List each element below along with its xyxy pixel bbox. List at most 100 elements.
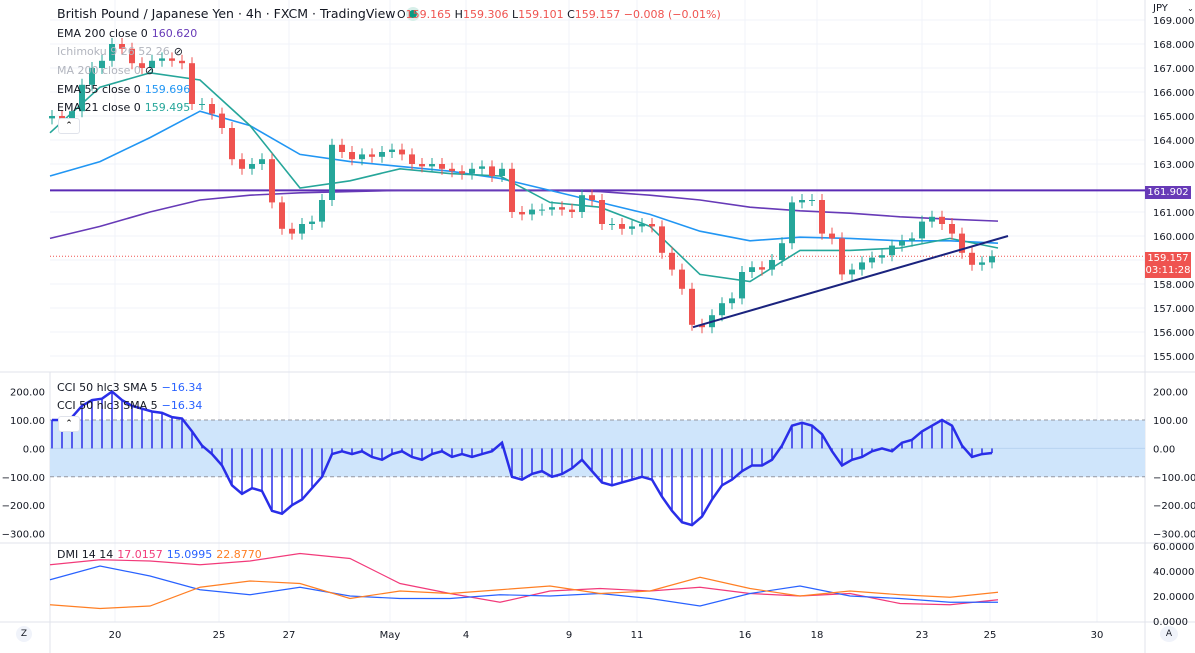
cci-line xyxy=(52,390,993,527)
candle-body xyxy=(339,144,345,152)
candle-body xyxy=(669,252,675,270)
time-tick: 27 xyxy=(283,630,296,641)
time-tick: 25 xyxy=(984,630,997,641)
cci-tick: −200.00 xyxy=(1153,501,1195,512)
candle-body xyxy=(569,209,575,212)
collapse-cci-legend-button[interactable]: ⌃ xyxy=(58,416,80,432)
candle-body xyxy=(789,202,795,244)
candle-body xyxy=(309,221,315,224)
candles xyxy=(49,38,995,334)
chart-title: British Pound / Japanese Yen · 4h · FXCM… xyxy=(57,6,418,21)
candle-body xyxy=(659,226,665,253)
legend-cci-2[interactable]: CCI 50 hlc3 SMA 5 −16.34 xyxy=(57,399,203,412)
candle-body xyxy=(319,200,325,222)
candle-body xyxy=(329,144,335,200)
candle-body xyxy=(809,200,815,201)
cci-tick: −300.00 xyxy=(1153,530,1195,541)
candle-body xyxy=(99,60,105,68)
legend-ma200[interactable]: MA 200 close 0 ⊘ xyxy=(57,64,155,77)
dmi-tick: 60.0000 xyxy=(1153,542,1194,553)
candle-body xyxy=(929,216,935,222)
zoom-button[interactable]: Z xyxy=(16,626,32,642)
candle-body xyxy=(749,267,755,272)
dmi-tick: 20.0000 xyxy=(1153,592,1194,603)
legend-ema200[interactable]: EMA 200 close 0 160.620 xyxy=(57,27,198,40)
candle-body xyxy=(399,149,405,155)
candle-body xyxy=(499,168,505,176)
candle-body xyxy=(189,63,195,104)
candle-body xyxy=(119,44,125,49)
candle-body xyxy=(289,228,295,234)
price-tick: 168.000 xyxy=(1153,40,1194,51)
candle-body xyxy=(539,209,545,211)
hidden-eye-icon[interactable]: ⊘ xyxy=(144,64,155,77)
time-tick: 16 xyxy=(739,630,752,641)
price-tick: 165.000 xyxy=(1153,112,1194,123)
legend-cci-1[interactable]: CCI 50 hlc3 SMA 5 −16.34 xyxy=(57,381,203,394)
candle-body xyxy=(599,200,605,224)
candle-body xyxy=(739,272,745,299)
cci-histogram xyxy=(51,391,993,526)
candle-body xyxy=(959,233,965,253)
cci-tick: 100.00 xyxy=(1153,416,1188,427)
cci-tick-left: 200.00 xyxy=(10,388,45,399)
candle-body xyxy=(249,164,255,169)
candle-body xyxy=(199,104,205,105)
candle-body xyxy=(549,207,555,210)
trendline xyxy=(692,235,1009,329)
legend-ema55[interactable]: EMA 55 close 0 159.696 xyxy=(57,83,191,96)
cci-tick-left: −100.00 xyxy=(2,473,45,484)
price-tick: 158.000 xyxy=(1153,280,1194,291)
candle-body xyxy=(829,233,835,239)
candle-body xyxy=(509,168,515,212)
symbol-title[interactable]: British Pound / Japanese Yen · 4h · FXCM… xyxy=(57,6,396,21)
auto-scale-button[interactable]: A xyxy=(1160,626,1178,642)
time-tick: 9 xyxy=(566,630,572,641)
candle-body xyxy=(479,166,485,169)
candle-body xyxy=(529,209,535,215)
candle-body xyxy=(689,288,695,325)
candle-body xyxy=(859,262,865,270)
candle-body xyxy=(269,159,275,203)
price-tick: 167.000 xyxy=(1153,64,1194,75)
price-tick: 160.000 xyxy=(1153,232,1194,243)
hidden-eye-icon[interactable]: ⊘ xyxy=(173,45,183,58)
candle-body xyxy=(439,164,445,169)
price-tick: 169.000 xyxy=(1153,16,1194,27)
candle-body xyxy=(849,269,855,275)
price-tick: 163.000 xyxy=(1153,160,1194,171)
currency-selector[interactable]: JPY ⌄ xyxy=(1153,3,1194,14)
chevron-down-icon: ⌄ xyxy=(1187,4,1194,13)
legend-ema21[interactable]: EMA 21 close 0 159.495 xyxy=(57,101,191,114)
candle-body xyxy=(429,164,435,167)
time-tick: 18 xyxy=(811,630,824,641)
candle-body xyxy=(909,238,915,241)
time-tick: 11 xyxy=(631,630,644,641)
candle-body xyxy=(239,159,245,169)
cci-tick-left: −300.00 xyxy=(2,530,45,541)
candle-body xyxy=(459,171,465,174)
candle-body xyxy=(229,128,235,160)
candle-body xyxy=(379,152,385,157)
collapse-legend-button[interactable]: ⌃ xyxy=(58,118,80,134)
dmi-line xyxy=(49,576,999,610)
market-status-dot xyxy=(409,10,418,18)
cci-tick: 0.00 xyxy=(1153,444,1175,455)
legend-dmi[interactable]: DMI 14 14 17.0157 15.0995 22.8770 xyxy=(57,548,262,561)
time-tick: 23 xyxy=(916,630,929,641)
candle-body xyxy=(79,84,85,112)
candle-body xyxy=(559,207,565,210)
dmi-tick: 40.0000 xyxy=(1153,567,1194,578)
time-tick: 4 xyxy=(463,630,469,641)
time-tick: 20 xyxy=(109,630,122,641)
candle-body xyxy=(299,224,305,234)
candle-body xyxy=(879,255,885,258)
candle-body xyxy=(939,216,945,224)
candle-body xyxy=(519,212,525,215)
candle-body xyxy=(969,252,975,265)
candle-body xyxy=(409,154,415,164)
candle-body xyxy=(629,226,635,229)
time-tick: 30 xyxy=(1091,630,1104,641)
legend-ichimoku[interactable]: Ichimoku 9 26 52 26 ⊘ xyxy=(57,45,183,58)
